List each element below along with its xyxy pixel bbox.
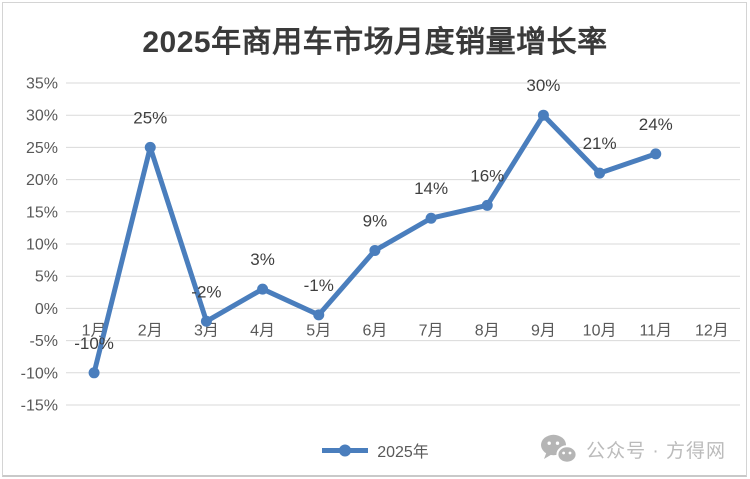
svg-text:2月: 2月 — [138, 322, 163, 339]
legend: 2025年 — [0, 438, 750, 462]
svg-text:16%: 16% — [470, 166, 504, 185]
svg-text:9%: 9% — [363, 211, 388, 230]
svg-text:1月: 1月 — [82, 322, 107, 339]
watermark-text: 公众号 · 方得网 — [586, 441, 726, 462]
svg-text:24%: 24% — [639, 115, 673, 134]
svg-text:-1%: -1% — [304, 276, 334, 295]
svg-text:0%: 0% — [35, 301, 58, 318]
svg-text:9月: 9月 — [531, 322, 556, 339]
svg-text:15%: 15% — [26, 204, 58, 221]
svg-text:3月: 3月 — [194, 322, 219, 339]
svg-text:8月: 8月 — [475, 322, 500, 339]
svg-text:-5%: -5% — [30, 333, 58, 350]
svg-text:30%: 30% — [26, 108, 58, 125]
svg-text:30%: 30% — [526, 76, 560, 95]
svg-text:-15%: -15% — [21, 398, 58, 415]
svg-text:25%: 25% — [133, 108, 167, 127]
line-chart-plot: 35% 30% 25% 20% 15% 10% 5% 0% -5% -10% -15% 1月 2月 3月 4… — [21, 76, 740, 415]
svg-text:-10%: -10% — [74, 334, 114, 353]
svg-text:10月: 10月 — [583, 322, 617, 339]
svg-text:35%: 35% — [26, 76, 58, 93]
svg-text:6月: 6月 — [362, 322, 387, 339]
legend-series-label: 2025年 — [377, 444, 429, 461]
svg-text:25%: 25% — [26, 140, 58, 157]
svg-text:7月: 7月 — [419, 322, 444, 339]
svg-text:-2%: -2% — [191, 282, 221, 301]
svg-text:5月: 5月 — [306, 322, 331, 339]
wechat-icon — [541, 434, 578, 465]
svg-text:10%: 10% — [26, 237, 58, 254]
watermark: 公众号 · 方得网 — [540, 434, 726, 465]
svg-text:21%: 21% — [583, 134, 617, 153]
svg-text:20%: 20% — [26, 172, 58, 189]
svg-text:4月: 4月 — [250, 322, 275, 339]
svg-text:3%: 3% — [250, 250, 275, 269]
svg-text:14%: 14% — [414, 179, 448, 198]
svg-text:12月: 12月 — [695, 322, 729, 339]
svg-text:11月: 11月 — [639, 322, 672, 339]
legend-line-marker-icon — [322, 444, 369, 456]
chart-title: 2025年商用车市场月度销量增长率 — [142, 26, 608, 59]
svg-text:-10%: -10% — [21, 365, 58, 382]
svg-text:5%: 5% — [35, 269, 58, 286]
